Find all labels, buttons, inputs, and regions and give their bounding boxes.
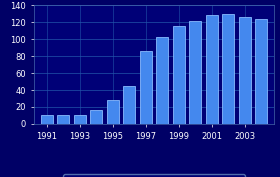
Bar: [156, 37, 168, 124]
Bar: [57, 115, 69, 124]
Bar: [206, 15, 218, 124]
Bar: [173, 27, 185, 124]
Bar: [222, 14, 234, 124]
Bar: [74, 115, 86, 124]
Bar: [140, 51, 152, 124]
Bar: [41, 115, 53, 124]
Bar: [123, 86, 135, 124]
Bar: [189, 21, 201, 124]
Bar: [90, 110, 102, 124]
Bar: [239, 17, 251, 124]
Bar: [255, 19, 267, 124]
Bar: [107, 100, 119, 124]
Legend: Tribes with Environmental Programs: Tribes with Environmental Programs: [63, 174, 245, 177]
